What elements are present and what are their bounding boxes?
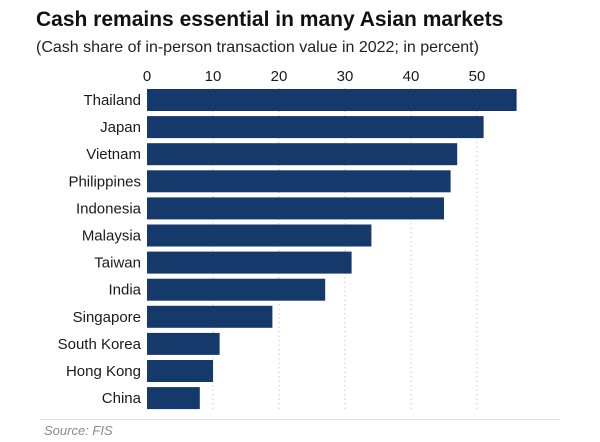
bar-thailand — [147, 89, 517, 111]
bar-south-korea — [147, 332, 220, 355]
x-tick-label-10: 10 — [205, 68, 222, 85]
x-tick-label-0: 0 — [143, 68, 151, 85]
bar-hong-kong — [147, 360, 213, 382]
category-labels: Thailand Japan Vietnam Philippines Indonesia… — [58, 92, 142, 407]
bars — [147, 89, 517, 410]
bar-singapore — [147, 305, 273, 328]
bar-vietnam — [147, 143, 458, 166]
category-label-thailand: Thailand — [83, 92, 141, 109]
bar-japan — [147, 116, 484, 139]
bar-china — [147, 387, 200, 410]
grid-lines — [212, 88, 478, 412]
x-tick-label-20: 20 — [271, 68, 288, 85]
category-label-china: China — [102, 390, 142, 407]
category-label-south-korea: South Korea — [58, 336, 142, 353]
source-note: Source: FIS — [44, 423, 113, 438]
x-tick-label-30: 30 — [337, 68, 354, 85]
category-label-philippines: Philippines — [68, 173, 141, 190]
category-label-singapore: Singapore — [73, 309, 141, 326]
footer-divider — [40, 419, 560, 420]
x-tick-label-40: 40 — [403, 68, 420, 85]
bar-philippines — [147, 170, 451, 193]
category-label-japan: Japan — [100, 119, 141, 136]
bar-taiwan — [147, 251, 352, 274]
bar-malaysia — [147, 224, 372, 247]
x-tick-label-50: 50 — [469, 68, 486, 85]
category-label-taiwan: Taiwan — [94, 255, 141, 272]
category-label-india: India — [108, 282, 141, 299]
category-label-vietnam: Vietnam — [86, 146, 141, 163]
chart-subtitle: (Cash share of in-person transaction val… — [36, 39, 479, 56]
category-label-indonesia: Indonesia — [76, 200, 142, 217]
chart-title: Cash remains essential in many Asian mar… — [36, 8, 504, 31]
bar-india — [147, 278, 326, 301]
x-axis-ticks: 0 10 20 30 40 50 — [143, 68, 486, 85]
category-label-malaysia: Malaysia — [82, 228, 142, 245]
bar-indonesia — [147, 197, 444, 220]
category-label-hong-kong: Hong Kong — [66, 363, 141, 380]
